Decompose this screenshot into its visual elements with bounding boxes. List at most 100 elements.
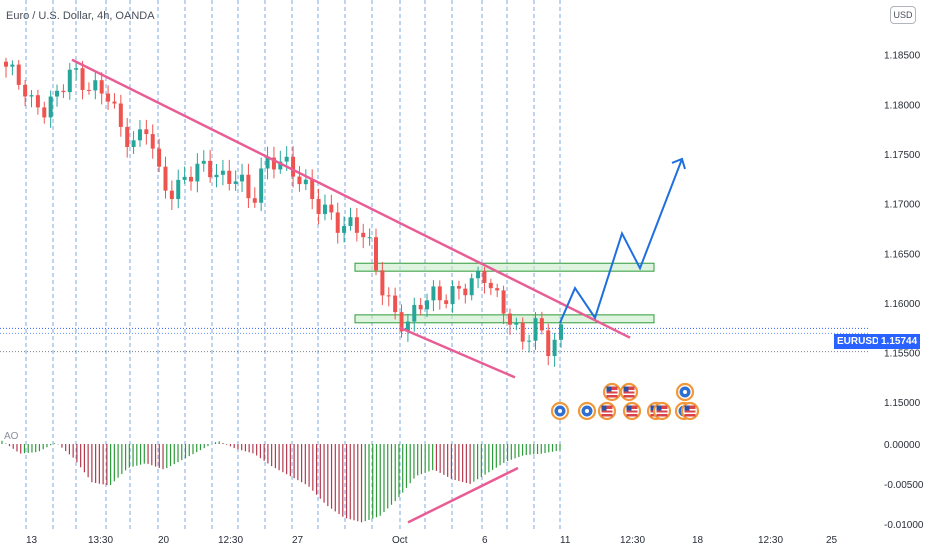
currency-button[interactable]: USD [890,6,916,24]
vertical-grid-lines [25,0,561,530]
economic-events-layer[interactable] [550,382,700,421]
candle-body [86,89,91,91]
globe-event-icon[interactable] [675,382,695,402]
symbol-title[interactable]: Euro / U.S. Dollar, 4h, OANDA [6,10,155,22]
support-line [399,326,516,379]
candle-body [425,300,430,310]
price-tick-label: 1.17500 [884,150,921,161]
candle-body [182,176,187,180]
time-tick-label: 20 [158,535,170,546]
time-tick-label: 12:30 [620,535,645,546]
candle-body [552,339,557,356]
candle-body [137,129,142,141]
time-tick-label: 12:30 [218,535,243,546]
candle-body [74,68,79,70]
globe-event-icon[interactable] [550,401,570,421]
candle-body [271,157,276,170]
candle-body [342,226,347,233]
candle-body [169,190,174,200]
price-tick-label: 1.15000 [884,398,921,409]
time-tick-label: 13 [26,535,38,546]
candle-body [546,330,551,356]
candle-body [246,174,251,199]
upper-zone [354,262,655,272]
candle-body [374,237,378,271]
price-axis[interactable]: 1.18500 1.18000 1.17500 1.17000 1.16500 1.160… [884,51,921,409]
candle-body [48,96,53,118]
projection-path [559,158,683,324]
candle-body [201,160,206,164]
candle-body [55,90,60,97]
lower-zone [354,314,655,324]
candle-body [348,217,353,227]
price-reference-lines [0,327,870,353]
candle-body [214,174,219,178]
ao-tick-label: -0.00500 [884,480,924,491]
candle-body [195,163,200,182]
candle-body [42,107,47,118]
candle-body [220,170,225,175]
candle-body [495,288,500,291]
price-tick-label: 1.15500 [884,349,921,360]
time-axis[interactable]: 13 13:30 20 12:30 27 Oct 6 11 12:30 18 12:30 25 [26,535,838,546]
time-tick-label: 13:30 [88,535,113,546]
candle-body [278,161,283,170]
candle-body [456,286,461,289]
candle-body [367,237,372,239]
time-tick-label: Oct [392,535,408,546]
candle-body [322,204,327,214]
ao-tick-label: -0.01000 [884,520,924,531]
candle-body [80,68,85,90]
price-tick-label: 1.18500 [884,51,921,62]
candle-body [393,295,398,313]
ao-axis: 0.00000 -0.00500 -0.01000 [884,440,924,531]
candle-body [252,198,257,203]
us-flag-event-icon[interactable] [602,382,622,402]
candle-body [61,90,66,93]
time-tick-label: 27 [292,535,304,546]
candle-body [4,61,8,67]
candle-body [189,176,193,182]
candle-body [303,179,308,185]
time-tick-label: 12:30 [758,535,783,546]
price-tick-label: 1.17000 [884,200,921,211]
candle-body [112,101,117,104]
candle-body [99,80,104,94]
candle-body [418,304,423,310]
candle-body [476,271,481,279]
ao-tick-label: 0.00000 [884,440,921,451]
candle-body [240,174,245,182]
candle-body [514,322,519,325]
us-flag-event-icon[interactable] [652,401,672,421]
price-tag-symbol: EURUSD [834,334,883,349]
trendlines-layer [71,58,631,379]
candle-body [386,295,391,297]
projection-layer [559,157,686,324]
candle-body [150,134,155,149]
globe-event-icon[interactable] [577,401,597,421]
candle-body [265,157,270,169]
candle-body [157,148,162,167]
descending-resistance-line [71,58,631,339]
candle-body [520,322,525,342]
candle-body [144,129,149,135]
candle-body [16,64,21,85]
ao-divergence-line [407,466,519,524]
candle-body [463,288,468,296]
candle-body [131,140,136,147]
candle-body [444,300,449,304]
us-flag-event-icon[interactable] [680,401,700,421]
us-flag-event-icon[interactable] [622,401,642,421]
price-tick-label: 1.16500 [884,249,921,260]
time-tick-label: 6 [482,535,488,546]
us-flag-event-icon[interactable] [597,401,617,421]
candle-body [437,286,442,301]
candle-body [93,80,98,91]
candle-body [507,313,512,325]
candle-body [310,179,315,200]
us-flag-event-icon[interactable] [619,382,639,402]
ao-indicator-label[interactable]: AO [4,431,19,442]
candle-body [527,340,532,342]
candle-body [29,95,34,97]
